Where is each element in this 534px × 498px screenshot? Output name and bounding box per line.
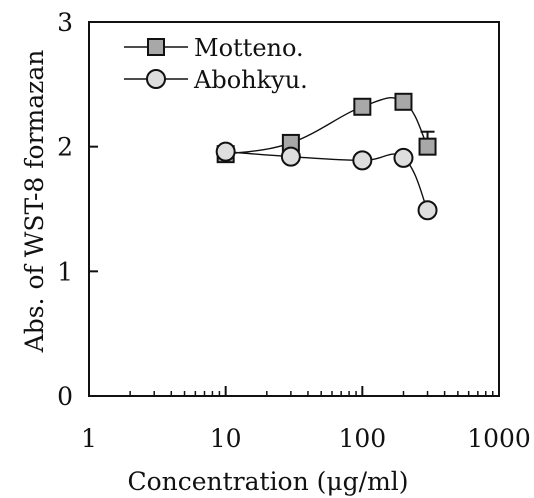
legend-marker-2 [146, 69, 166, 89]
y-tick-label: 2 [57, 133, 73, 162]
legend-marker-1 [147, 38, 165, 56]
legend-label-1: Motteno. [194, 34, 304, 62]
y-tick-label: 0 [57, 382, 73, 411]
y-tick-label: 1 [57, 257, 73, 286]
data-point-series-2 [352, 150, 373, 171]
y-axis-title: Abs. of WST-8 formazan [20, 50, 49, 354]
x-tick-label: 10 [210, 424, 242, 453]
legend: Motteno. Abohkyu. [124, 34, 308, 94]
y-tick-label: 3 [57, 8, 73, 37]
legend-label-2: Abohkyu. [193, 66, 308, 94]
plot-frame [88, 21, 500, 397]
x-tick-label: 100 [338, 424, 386, 453]
data-point-series-1 [394, 92, 413, 111]
data-point-series-1 [418, 137, 437, 156]
x-tick-label: 1 [81, 424, 97, 453]
data-point-series-2 [417, 200, 438, 221]
data-point-series-2 [280, 146, 301, 167]
data-point-series-1 [353, 97, 372, 116]
data-point-series-2 [215, 141, 236, 162]
x-axis-title: Concentration (μg/ml) [127, 467, 408, 496]
x-tick-label: 1000 [467, 424, 531, 453]
data-point-series-2 [393, 147, 414, 168]
